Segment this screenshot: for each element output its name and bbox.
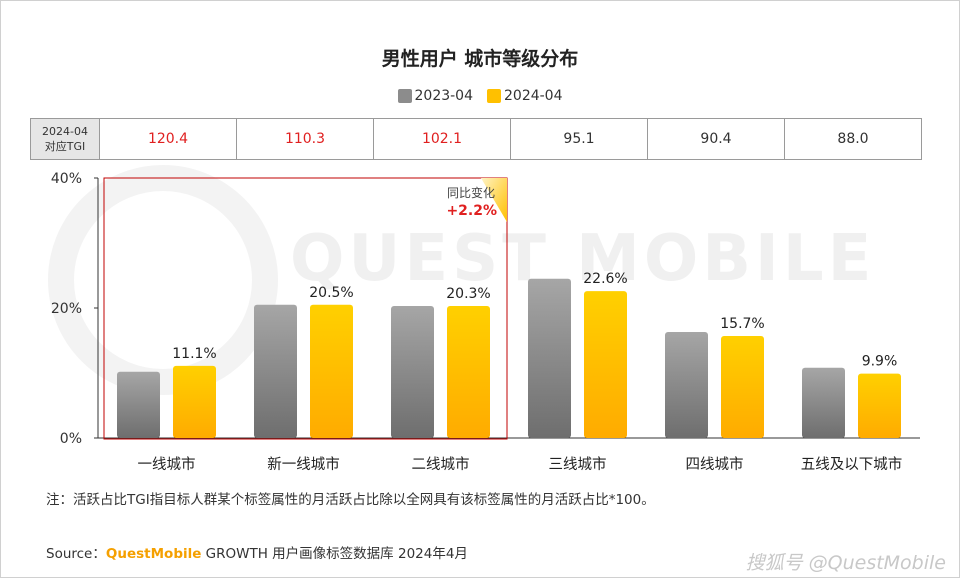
y-tick-label: 20%	[51, 301, 82, 317]
category-label: 三线城市	[549, 456, 607, 473]
legend-label-2024: 2024-04	[504, 88, 563, 104]
source-brand: QuestMobile	[105, 546, 202, 562]
source-rest: GROWTH 用户画像标签数据库 2024年4月	[201, 546, 468, 562]
chart-axes: 0% 20% 40%	[51, 171, 920, 447]
bar-2023-5	[665, 332, 708, 438]
legend-swatch-2023	[397, 89, 412, 103]
chart-bars	[117, 278, 901, 438]
bar-2024-3	[447, 306, 490, 438]
annotation-value: +2.2%	[446, 203, 497, 219]
chart-labels: 11.1% 一线城市 20.5% 新一线城市 20.3% 二线城市 22.6% 三线城市 15.…	[138, 271, 903, 473]
category-label: 新一线城市	[267, 456, 340, 473]
y-tick-label: 40%	[51, 171, 82, 187]
tgi-value-4: 95.1	[510, 118, 648, 160]
bar-2024-5	[721, 335, 764, 438]
data-label: 22.6%	[583, 271, 627, 287]
source-prefix: Source：	[46, 546, 106, 562]
data-label: 15.7%	[720, 316, 764, 332]
y-tick-label: 0%	[60, 431, 82, 447]
bar-2024-2	[310, 304, 353, 438]
category-label: 五线及以下城市	[801, 456, 903, 473]
tgi-header-cell: 2024-04 对应TGI	[30, 118, 100, 160]
bar-2024-1	[173, 365, 216, 438]
bar-2023-4	[528, 278, 571, 438]
tgi-value-5: 90.4	[647, 118, 785, 160]
bar-2023-3	[391, 306, 434, 438]
bar-2023-6	[802, 367, 845, 438]
legend: 2023-04 2024-04	[0, 88, 960, 104]
tgi-value-2: 110.3	[236, 118, 374, 160]
bar-2023-1	[117, 371, 160, 438]
tgi-value-3: 102.1	[373, 118, 511, 160]
legend-item-2024: 2024-04	[487, 88, 563, 104]
category-label: 四线城市	[686, 456, 744, 473]
watermark-text: QUEST MOBILE	[290, 222, 876, 296]
data-label: 20.3%	[446, 286, 490, 302]
legend-label-2023: 2023-04	[414, 88, 474, 104]
footnote: 注：活跃占比TGI指目标人群某个标签属性的月活跃占比除以全网具有该标签属性的月活…	[46, 492, 655, 508]
bar-2024-4	[584, 291, 627, 438]
chart-title: 男性用户 城市等级分布	[381, 48, 579, 70]
tgi-value-1: 120.4	[99, 118, 237, 160]
tgi-header-line1: 2024-04	[42, 125, 88, 138]
tgi-header-line2: 对应TGI	[44, 140, 86, 153]
bar-2023-2	[254, 304, 297, 438]
tgi-table: 2024-04 对应TGI 120.4 110.3 102.1 95.1 90.…	[30, 118, 922, 160]
annotation-label: 同比变化	[447, 185, 495, 200]
bar-2024-6	[858, 373, 901, 438]
data-label: 11.1%	[172, 346, 216, 362]
source-line: Source：QuestMobile GROWTH 用户画像标签数据库 2024…	[46, 542, 468, 562]
legend-item-2023: 2023-04	[397, 88, 474, 104]
chart-overlay: 同比变化 +2.2%	[103, 177, 508, 440]
highlight-box	[103, 177, 508, 440]
category-label: 二线城市	[412, 456, 470, 473]
tgi-row: 2024-04 对应TGI 120.4 110.3 102.1 95.1 90.…	[30, 118, 922, 160]
data-label: 9.9%	[862, 354, 898, 370]
annotation-corner-mark	[481, 178, 507, 222]
data-label: 20.5%	[309, 285, 353, 301]
tgi-value-6: 88.0	[784, 118, 922, 160]
bottom-watermark: 搜狐号 @QuestMobile	[745, 552, 946, 574]
category-label: 一线城市	[138, 456, 196, 473]
legend-swatch-2024	[487, 89, 501, 103]
